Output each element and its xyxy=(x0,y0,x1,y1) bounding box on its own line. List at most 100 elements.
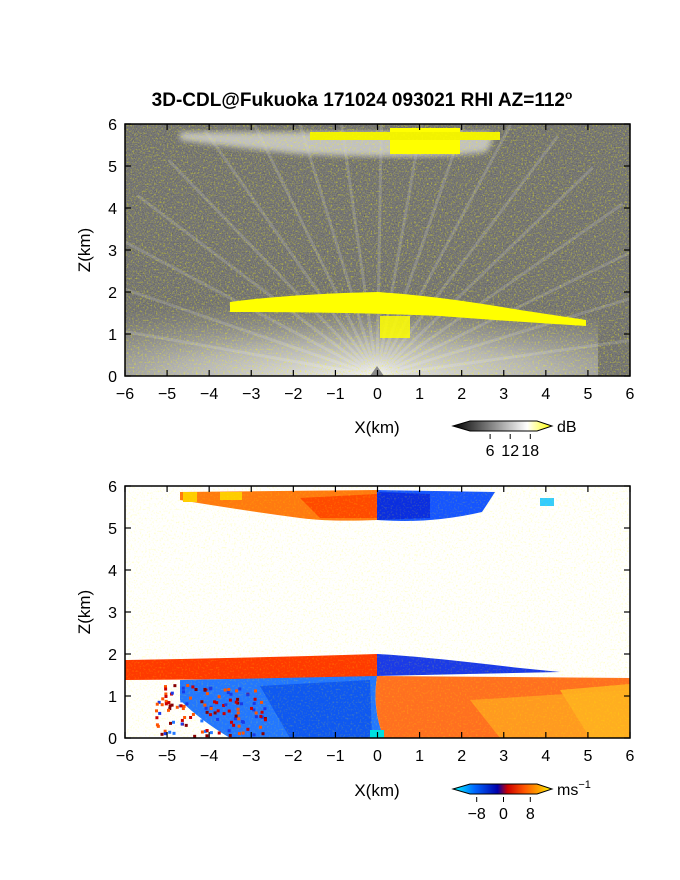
velocity-noise-pixel xyxy=(166,708,170,712)
velocity-xlabel: X(km) xyxy=(354,781,399,800)
velocity-ylabel: Z(km) xyxy=(75,590,94,634)
velocity-noise-pixel xyxy=(205,734,209,738)
velocity-noise-pixel xyxy=(252,701,256,705)
velocity-noise-pixel xyxy=(209,695,213,699)
velocity-noise-pixel xyxy=(240,720,244,724)
x-tick-label: 5 xyxy=(583,386,592,403)
x-tick-label: −4 xyxy=(200,386,218,403)
y-tick-label: 4 xyxy=(108,563,117,580)
velocity-noise-pixel xyxy=(173,684,177,688)
velocity-noise-pixel xyxy=(191,685,195,689)
velocity-noise-pixel xyxy=(163,685,167,689)
x-tick-label: 2 xyxy=(457,748,466,765)
velocity-noise-pixel xyxy=(189,716,193,720)
velocity-noise-pixel xyxy=(200,719,204,723)
velocity-noise-pixel xyxy=(200,709,204,713)
velocity-noise-pixel xyxy=(182,704,186,708)
velocity-noise-pixel xyxy=(180,699,184,703)
reflectivity-image xyxy=(125,124,630,376)
x-tick-label: −6 xyxy=(116,386,134,403)
velocity-noise-pixel xyxy=(184,723,188,727)
velocity-noise-pixel xyxy=(155,702,159,706)
x-tick-label: 3 xyxy=(499,386,508,403)
velocity-panel: −6 −5 −4 −3 −2 −1 0 1 2 3 4 5 6 0 1 2 3 4 5 6 X(km) Z(km) m… xyxy=(75,479,635,823)
velocity-noise-pixel xyxy=(164,687,168,691)
velocity-noise-pixel xyxy=(261,732,265,736)
y-tick-label: 0 xyxy=(108,731,117,748)
x-tick-label: −5 xyxy=(158,748,176,765)
velocity-noise-pixel xyxy=(246,693,250,697)
velocity-noise-pixel xyxy=(241,731,245,735)
x-tick-label: 2 xyxy=(457,386,466,403)
x-tick-label: −2 xyxy=(284,386,302,403)
velocity-noise-pixel xyxy=(156,724,160,728)
velocity-noise-pixel xyxy=(192,696,196,700)
x-tick-label: −3 xyxy=(242,748,260,765)
x-tick-label: −1 xyxy=(326,748,344,765)
x-tick-label: 1 xyxy=(415,748,424,765)
velocity-noise-pixel xyxy=(157,700,161,704)
velocity-noise-pixel xyxy=(260,700,264,704)
velocity-noise-pixel xyxy=(263,707,267,711)
velocity-noise-pixel xyxy=(200,730,204,734)
velocity-noise-pixel xyxy=(164,702,168,706)
x-tick-label: 0 xyxy=(373,386,382,403)
velocity-noise-pixel xyxy=(236,711,240,715)
velocity-noise-pixel xyxy=(200,700,204,704)
velocity-noise-pixel xyxy=(185,702,189,706)
velocity-noise-pixel xyxy=(216,709,220,713)
velocity-noise-pixel xyxy=(237,717,241,721)
velocity-noise-pixel xyxy=(170,703,174,707)
velocity-noise-pixel xyxy=(193,734,197,738)
velocity-noise-pixel xyxy=(194,688,198,692)
reflectivity-ylabel: Z(km) xyxy=(75,228,94,272)
y-tick-label: 1 xyxy=(108,689,117,706)
velocity-noise-pixel xyxy=(160,703,164,707)
velocity-noise-pixel xyxy=(175,705,179,709)
velocity-noise-pixel xyxy=(222,712,226,716)
velocity-noise-pixel xyxy=(206,697,210,701)
y-tick-label: 1 xyxy=(108,327,117,344)
velocity-noise-pixel xyxy=(252,708,256,712)
y-tick-label: 6 xyxy=(108,117,117,134)
velocity-noise-pixel xyxy=(226,691,230,695)
colorbar-tick-label: 18 xyxy=(521,443,539,460)
reflectivity-xlabel: X(km) xyxy=(354,418,399,437)
velocity-noise-pixel xyxy=(234,700,238,704)
velocity-noise-pixel xyxy=(164,694,168,698)
colorbar-tick-label: 8 xyxy=(526,806,535,823)
x-tick-label: −5 xyxy=(158,386,176,403)
velocity-noise-pixel xyxy=(253,697,257,701)
velocity-noise-pixel xyxy=(219,690,223,694)
velocity-noise-pixel xyxy=(191,712,195,716)
velocity-noise-pixel xyxy=(168,707,172,711)
velocity-noise-pixel xyxy=(205,710,209,714)
y-tick-label: 5 xyxy=(108,521,117,538)
velocity-noise-pixel xyxy=(229,720,233,724)
velocity-noise-pixel xyxy=(235,689,239,693)
velocity-noise-pixel xyxy=(234,714,238,718)
velocity-noise-pixel xyxy=(179,704,183,708)
x-tick-label: 0 xyxy=(373,748,382,765)
velocity-noise-pixel xyxy=(197,693,201,697)
velocity-noise-pixel xyxy=(164,699,168,703)
velocity-noise-pixel xyxy=(260,710,264,714)
velocity-noise-pixel xyxy=(181,707,185,711)
velocity-noise-pixel xyxy=(171,720,175,724)
velocity-noise-pixel xyxy=(237,724,241,728)
velocity-noise-pixel xyxy=(164,692,168,696)
y-tick-label: 3 xyxy=(108,605,117,622)
velocity-noise-pixel xyxy=(168,704,172,708)
velocity-noise-pixel xyxy=(263,718,267,722)
velocity-noise-pixel xyxy=(180,722,184,726)
velocity-noise-pixel xyxy=(163,729,167,733)
velocity-colorbar-unit: ms−1 xyxy=(557,779,591,799)
velocity-noise-pixel xyxy=(232,723,236,727)
velocity-noise-pixel xyxy=(217,695,221,699)
velocity-noise-pixel xyxy=(209,707,213,711)
chart-title: 3D-CDL@Fukuoka 171024 093021 RHI AZ=112o xyxy=(152,88,573,111)
velocity-noise-pixel xyxy=(224,703,228,707)
x-tick-label: 1 xyxy=(415,386,424,403)
